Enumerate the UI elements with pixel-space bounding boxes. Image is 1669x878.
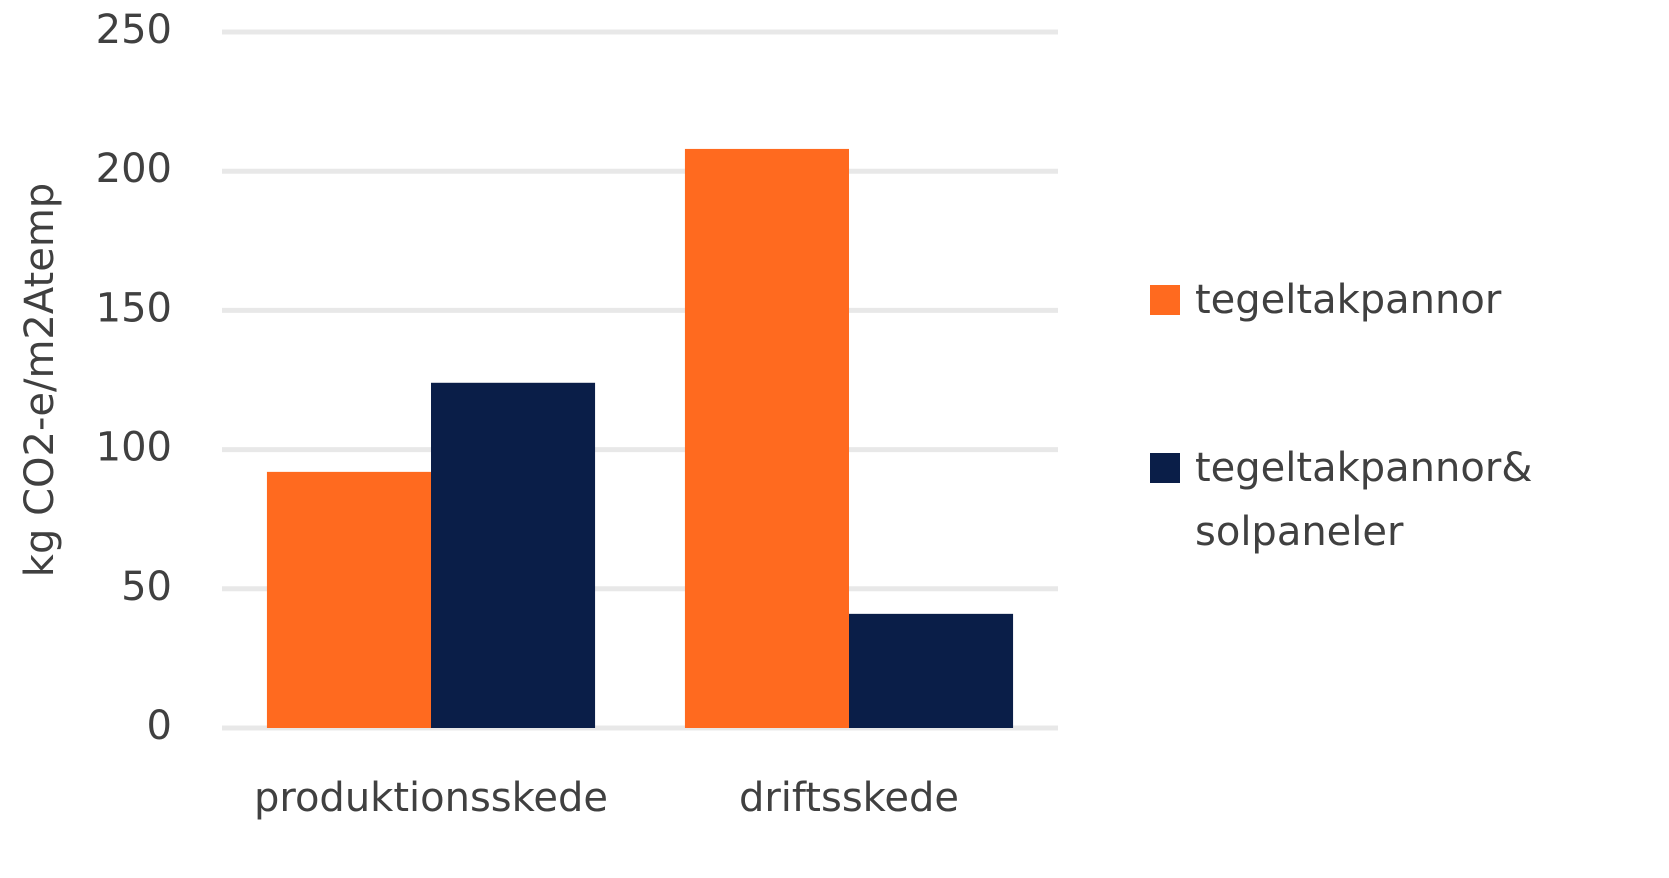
y-tick-label: 250 xyxy=(96,7,172,53)
legend-swatch xyxy=(1150,285,1180,315)
bar xyxy=(684,148,849,729)
x-tick-label: produktionsskede xyxy=(254,775,608,821)
legend-swatch xyxy=(1150,453,1180,483)
y-tick-label: 0 xyxy=(147,703,172,749)
x-tick-label: driftsskede xyxy=(739,775,959,821)
legend-label: tegeltakpannor& solpaneler xyxy=(1195,445,1533,555)
y-tick-label: 200 xyxy=(96,146,172,192)
y-tick-label: 100 xyxy=(96,425,172,471)
bar xyxy=(266,471,431,728)
y-tick-label: 150 xyxy=(96,285,172,331)
bar xyxy=(849,613,1014,728)
y-axis-label: kg CO2-e/m2Atemp xyxy=(17,183,63,577)
legend-label: tegeltakpannor xyxy=(1195,277,1502,323)
bar xyxy=(431,382,596,728)
y-tick-label: 50 xyxy=(121,564,172,610)
